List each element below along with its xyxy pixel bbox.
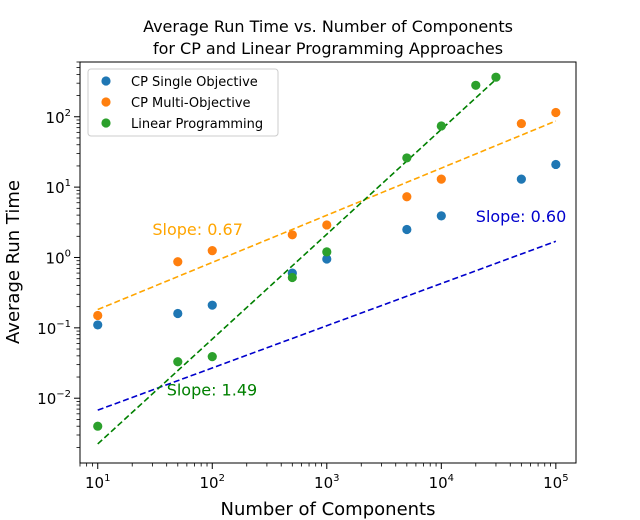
y-tick-base: 10 — [37, 390, 56, 408]
slope-annotation-0: Slope: 0.60 — [476, 207, 567, 226]
data-point-series-0 — [207, 300, 217, 310]
data-point-series-1 — [287, 230, 297, 240]
y-tick-exponent: −1 — [56, 319, 71, 330]
data-point-series-2 — [402, 153, 412, 163]
y-tick-label: 10−2 — [37, 389, 71, 408]
legend-box — [87, 68, 279, 137]
data-point-series-1 — [207, 246, 217, 256]
legend-marker-2 — [101, 118, 111, 128]
fit-line-0 — [97, 240, 557, 411]
x-tick-label: 102 — [200, 473, 225, 492]
data-point-series-2 — [436, 121, 446, 131]
x-tick-exponent: 1 — [104, 473, 110, 484]
y-tick-exponent: 1 — [65, 178, 71, 189]
chart-title-line-2: for CP and Linear Programming Approaches — [153, 39, 503, 58]
x-tick-label: 104 — [429, 473, 454, 492]
x-tick-label: 105 — [543, 473, 568, 492]
data-point-series-1 — [516, 118, 526, 129]
x-tick-exponent: 3 — [333, 473, 339, 484]
x-tick-exponent: 2 — [219, 473, 225, 484]
data-point-series-2 — [322, 247, 332, 257]
x-tick-label: 103 — [314, 473, 339, 492]
x-tick-label: 101 — [85, 473, 110, 492]
data-point-series-2 — [173, 357, 183, 367]
legend-label-2: Linear Programming — [131, 117, 263, 132]
y-tick-exponent: 0 — [65, 248, 71, 259]
y-axis-label: Average Run Time — [3, 180, 24, 344]
data-point-series-0 — [436, 211, 446, 221]
data-point-series-0 — [173, 308, 183, 319]
y-tick-label: 101 — [46, 178, 71, 197]
data-point-series-1 — [436, 174, 446, 184]
data-point-series-2 — [287, 272, 297, 283]
data-point-series-2 — [93, 421, 103, 431]
x-axis-label: Number of Components — [221, 499, 436, 520]
x-tick-base: 10 — [543, 474, 562, 492]
data-point-series-2 — [471, 80, 481, 90]
y-tick-base: 10 — [37, 320, 56, 338]
data-point-series-0 — [93, 320, 103, 330]
x-tick-base: 10 — [314, 474, 333, 492]
data-point-series-2 — [207, 352, 217, 362]
legend-marker-1 — [101, 97, 111, 107]
legend: CP Single Objective CP Multi-Objective Lin… — [87, 68, 279, 137]
data-point-series-1 — [173, 257, 183, 267]
fit-line-1 — [97, 120, 557, 311]
data-point-series-1 — [322, 220, 332, 230]
y-tick-base: 10 — [46, 249, 65, 267]
chart-title-line-1: Average Run Time vs. Number of Component… — [143, 17, 513, 36]
data-point-series-1 — [402, 192, 412, 202]
plot-frame — [79, 61, 577, 464]
slope-annotation-2: Slope: 1.49 — [167, 380, 258, 399]
y-tick-base: 10 — [46, 109, 65, 127]
y-tick-label: 100 — [46, 248, 71, 267]
y-tick-exponent: 2 — [65, 108, 71, 119]
y-tick-base: 10 — [46, 179, 65, 197]
slope-annotation-1: Slope: 0.67 — [152, 220, 243, 239]
legend-label-0: CP Single Objective — [131, 75, 258, 90]
data-point-series-1 — [93, 310, 103, 321]
x-tick-base: 10 — [429, 474, 448, 492]
data-point-series-2 — [491, 72, 501, 82]
data-point-series-1 — [551, 107, 561, 118]
y-tick-exponent: −2 — [56, 389, 71, 400]
legend-label-1: CP Multi-Objective — [131, 96, 251, 111]
x-tick-exponent: 5 — [562, 473, 568, 484]
data-point-series-0 — [322, 254, 332, 264]
legend-marker-0 — [101, 76, 111, 86]
x-tick-base: 10 — [85, 474, 104, 492]
data-point-series-0 — [516, 174, 526, 184]
data-point-series-0 — [551, 159, 561, 170]
data-point-series-0 — [402, 224, 412, 235]
y-tick-label: 102 — [46, 108, 71, 127]
y-tick-label: 10−1 — [37, 319, 71, 338]
x-tick-base: 10 — [200, 474, 219, 492]
x-tick-exponent: 4 — [448, 473, 454, 484]
